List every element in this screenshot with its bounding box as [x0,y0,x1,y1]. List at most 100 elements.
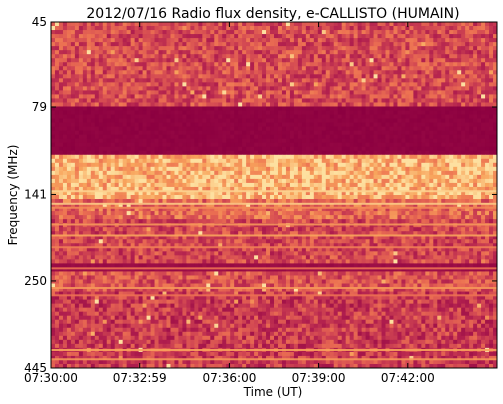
heatmap-cell [453,102,458,107]
heatmap-cell [262,98,267,103]
heatmap-cell [194,38,199,43]
heatmap-cell [329,162,335,168]
heatmap-cell [481,62,486,67]
heatmap-cell [206,86,211,91]
heatmap-cell [345,30,351,35]
heatmap-cell [118,102,124,107]
heatmap-cell [194,54,199,59]
heatmap-cell [341,150,347,156]
heatmap-cell [82,90,88,95]
heatmap-cell [309,90,315,95]
heatmap-cell [142,150,147,156]
heatmap-cell [405,195,410,200]
heatmap-cell [94,142,100,148]
heatmap-cell [341,134,347,140]
heatmap-cell [417,146,422,152]
heatmap-cell [246,54,251,59]
heatmap-cell [325,122,331,127]
heatmap-cell [417,58,422,63]
heatmap-cell [369,78,374,83]
heatmap-cell [122,74,128,79]
heatmap-cell [106,199,112,204]
heatmap-cell [297,170,303,176]
heatmap-cell [54,50,60,55]
heatmap-cell [445,110,450,115]
heatmap-cell [226,138,231,144]
heatmap-cell [186,114,191,119]
heatmap-cell [138,38,143,43]
heatmap-cell [51,178,56,184]
heatmap-cell [413,195,418,200]
heatmap-cell [250,190,255,196]
heatmap-cell [78,106,84,111]
heatmap-cell [114,50,120,55]
heatmap-cell [86,70,92,75]
heatmap-cell [405,42,410,47]
heatmap-cell [489,150,494,156]
heatmap-cell [473,122,478,127]
heatmap-cell [274,190,279,196]
heatmap-cell [154,190,159,196]
heatmap-cell [457,82,462,87]
heatmap-cell [154,170,159,176]
heatmap-cell [250,166,255,172]
heatmap-cell [345,150,351,156]
heatmap-cell [222,34,227,39]
heatmap-cell [66,62,72,67]
heatmap-cell [361,178,366,184]
heatmap-cell [266,195,271,200]
heatmap-cell [274,66,279,71]
heatmap-cell [313,190,319,196]
heatmap-cell [293,166,299,172]
heatmap-cell [238,30,243,35]
heatmap-cell [333,190,339,196]
heatmap-cell [421,38,426,43]
heatmap-cell [281,90,287,95]
heatmap-cell [146,86,151,91]
heatmap-cell [313,30,319,35]
heatmap-cell [254,166,259,172]
heatmap-cell [186,58,191,63]
heatmap-cell [437,66,442,71]
heatmap-cell [246,146,251,152]
heatmap-cell [481,178,486,184]
heatmap-cell [441,22,446,27]
heatmap-cell [333,154,339,160]
heatmap-cell [130,199,136,204]
heatmap-cell [357,195,363,200]
heatmap-cell [254,74,259,79]
heatmap-cell [485,22,490,27]
heatmap-cell [449,158,454,164]
heatmap-cell [250,78,255,83]
heatmap-cell [142,62,147,67]
heatmap-cell [353,150,359,156]
heatmap-cell [186,102,191,107]
heatmap-cell [477,86,482,91]
heatmap-cell [182,199,187,204]
heatmap-cell [477,90,482,95]
heatmap-cell [433,82,438,87]
heatmap-cell [226,126,231,132]
heatmap-cell [222,158,227,164]
heatmap-cell [369,146,374,152]
heatmap-cell [206,94,211,99]
heatmap-cell [309,186,315,192]
heatmap-cell [58,199,64,204]
heatmap-cell [190,58,195,63]
heatmap-cell [58,122,64,127]
heatmap-cell [297,90,303,95]
heatmap-cell [51,94,56,99]
heatmap-cell [393,195,398,200]
heatmap-cell [385,106,390,111]
heatmap-cell [389,106,394,111]
heatmap-cell [110,90,116,95]
heatmap-cell [242,118,247,123]
heatmap-cell [218,54,223,59]
heatmap-cell [461,34,466,39]
heatmap-cell [329,22,335,27]
heatmap-cell [401,58,406,63]
heatmap-cell [493,122,498,127]
heatmap-cell [86,54,92,59]
heatmap-cell [461,182,466,188]
heatmap-cell [170,78,175,83]
